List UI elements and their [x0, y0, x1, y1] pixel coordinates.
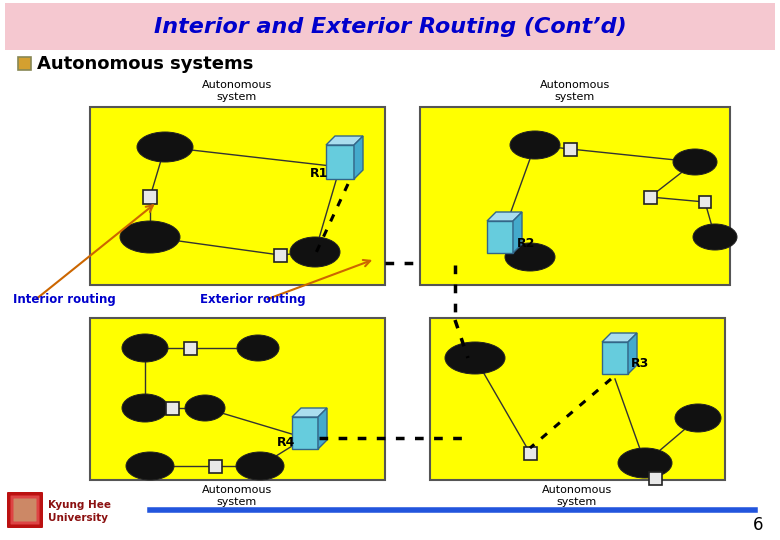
Polygon shape: [292, 408, 327, 417]
Ellipse shape: [505, 243, 555, 271]
Ellipse shape: [445, 342, 505, 374]
Bar: [165, 402, 179, 415]
Ellipse shape: [673, 149, 717, 175]
Text: R4: R4: [277, 436, 296, 449]
Bar: [602, 342, 628, 374]
Text: Autonomous
system: Autonomous system: [202, 80, 272, 102]
Bar: [523, 447, 537, 460]
Text: Autonomous systems: Autonomous systems: [37, 55, 254, 73]
FancyBboxPatch shape: [7, 492, 43, 528]
Ellipse shape: [675, 404, 721, 432]
Bar: [563, 143, 576, 156]
Ellipse shape: [510, 131, 560, 159]
Polygon shape: [513, 212, 522, 253]
Text: R1: R1: [310, 167, 328, 180]
Bar: [274, 248, 286, 261]
Ellipse shape: [126, 452, 174, 480]
Text: Exterior routing: Exterior routing: [200, 293, 306, 306]
Text: R2: R2: [517, 237, 535, 250]
Bar: [487, 221, 513, 253]
Ellipse shape: [237, 335, 279, 361]
Bar: [648, 471, 661, 484]
Ellipse shape: [236, 452, 284, 480]
Ellipse shape: [185, 395, 225, 421]
Polygon shape: [318, 408, 327, 449]
Polygon shape: [326, 136, 363, 145]
Ellipse shape: [618, 448, 672, 478]
Text: Autonomous
system: Autonomous system: [202, 485, 272, 507]
Ellipse shape: [120, 221, 180, 253]
Polygon shape: [487, 212, 522, 221]
Bar: [208, 460, 222, 472]
Ellipse shape: [137, 132, 193, 162]
Polygon shape: [602, 333, 637, 342]
Bar: [5, 3, 775, 50]
Bar: [292, 417, 318, 449]
Text: Autonomous
system: Autonomous system: [540, 80, 610, 102]
Bar: [430, 318, 725, 480]
FancyBboxPatch shape: [10, 496, 40, 524]
Text: Interior and Exterior Routing (Cont’d): Interior and Exterior Routing (Cont’d): [154, 17, 626, 37]
Bar: [183, 341, 197, 354]
Polygon shape: [628, 333, 637, 374]
Ellipse shape: [693, 224, 737, 250]
Ellipse shape: [290, 237, 340, 267]
Text: Autonomous
system: Autonomous system: [542, 485, 612, 507]
Ellipse shape: [122, 394, 168, 422]
Bar: [326, 145, 354, 179]
Bar: [18, 57, 31, 70]
Text: R3: R3: [631, 357, 649, 370]
Polygon shape: [354, 136, 363, 179]
FancyBboxPatch shape: [13, 498, 37, 522]
Bar: [143, 190, 157, 204]
Bar: [90, 318, 385, 480]
Text: Interior routing: Interior routing: [13, 293, 115, 306]
Text: University: University: [48, 513, 108, 523]
Text: Kyung Hee: Kyung Hee: [48, 500, 111, 510]
Ellipse shape: [122, 334, 168, 362]
Text: 6: 6: [753, 516, 763, 534]
Bar: [699, 196, 711, 208]
Bar: [420, 107, 730, 285]
Bar: [644, 191, 657, 204]
Bar: [90, 107, 385, 285]
